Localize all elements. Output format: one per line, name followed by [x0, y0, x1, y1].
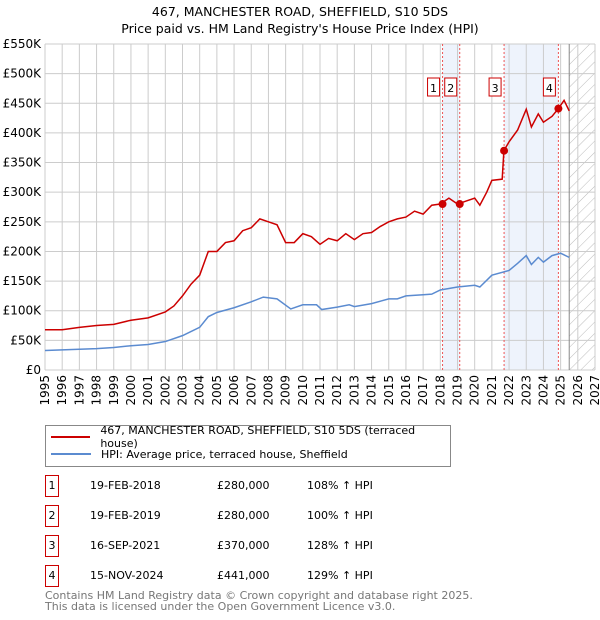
chart-subtitle: Price paid vs. HM Land Registry's House …: [121, 21, 479, 36]
x-tick-label: 2023: [519, 375, 533, 406]
forecast-hatch: [569, 44, 595, 370]
sale-label-number: 3: [492, 82, 499, 95]
y-tick-label: £400K: [3, 126, 43, 140]
sale-label-box: [444, 77, 458, 97]
sale-price: £441,000: [217, 569, 270, 582]
x-tick-label: 2004: [193, 375, 207, 406]
x-tick-label: 2026: [571, 375, 585, 406]
x-tick-label: 2005: [210, 375, 224, 406]
sale-row: 2 19-FEB-2019 £280,000 100% ↑ HPI: [45, 505, 545, 527]
x-tick-label: 2021: [485, 375, 499, 406]
sale-point: [554, 104, 563, 113]
legend-swatch-hpi: [51, 453, 91, 455]
x-tick-label: 2000: [124, 375, 138, 406]
x-tick-label: 2007: [244, 375, 258, 406]
x-tick-label: 2024: [536, 375, 550, 406]
sale-number: 4: [45, 565, 59, 587]
x-tick-label: 1996: [55, 375, 69, 406]
legend: 467, MANCHESTER ROAD, SHEFFIELD, S10 5DS…: [45, 424, 451, 467]
sale-hpi-change: 128% ↑ HPI: [307, 539, 373, 552]
x-tick-label: 2002: [158, 375, 172, 406]
chart-title: 467, MANCHESTER ROAD, SHEFFIELD, S10 5DS: [151, 4, 449, 19]
x-tick-label: 2010: [296, 375, 310, 406]
x-tick-label: 1999: [107, 375, 121, 406]
sale-hpi-change: 108% ↑ HPI: [307, 479, 373, 492]
y-tick-label: £0: [26, 363, 41, 377]
footer: Contains HM Land Registry data © Crown c…: [45, 590, 473, 612]
sale-row: 1 19-FEB-2018 £280,000 108% ↑ HPI: [45, 475, 545, 497]
x-tick-label: 2001: [141, 375, 155, 406]
x-tick-label: 2017: [416, 375, 430, 406]
legend-label-property: 467, MANCHESTER ROAD, SHEFFIELD, S10 5DS…: [100, 424, 416, 450]
sale-point: [500, 146, 509, 155]
sale-label-box: [488, 77, 502, 97]
y-tick-label: £300K: [3, 185, 43, 199]
sale-hpi-change: 129% ↑ HPI: [307, 569, 373, 582]
sale-label-number: 1: [430, 82, 437, 95]
x-tick-label: 2019: [451, 375, 465, 406]
sale-price: £280,000: [217, 479, 270, 492]
x-tick-label: 2012: [330, 375, 344, 406]
y-tick-label: £500K: [3, 67, 43, 81]
x-tick-label: 2025: [554, 375, 568, 406]
series-line: [44, 252, 570, 352]
y-tick-label: £100K: [3, 304, 43, 318]
sale-date: 19-FEB-2019: [90, 509, 161, 522]
x-tick-label: 2022: [502, 375, 516, 406]
sale-label-box: [427, 77, 441, 97]
legend-label-hpi: HPI: Average price, terraced house, Shef…: [101, 447, 348, 461]
sale-period-shade: [504, 44, 559, 370]
legend-swatch-property: [51, 436, 91, 438]
y-tick-label: £50K: [10, 333, 42, 347]
x-tick-label: 1997: [72, 375, 86, 406]
y-tick-label: £150K: [3, 274, 43, 288]
x-tick-label: 2006: [227, 375, 241, 406]
sale-number: 1: [45, 475, 59, 497]
sale-row: 4 15-NOV-2024 £441,000 129% ↑ HPI: [45, 565, 545, 587]
x-tick-label: 1995: [38, 375, 52, 406]
footer-licence: This data is licensed under the Open Gov…: [45, 600, 396, 613]
x-tick-label: 2008: [261, 375, 275, 406]
y-tick-label: £450K: [3, 96, 43, 110]
sale-date: 19-FEB-2018: [90, 479, 161, 492]
x-tick-label: 2020: [468, 375, 482, 406]
sale-point: [455, 200, 464, 209]
y-tick-label: £350K: [3, 156, 43, 170]
sale-row: 3 16-SEP-2021 £370,000 128% ↑ HPI: [45, 535, 545, 557]
x-tick-label: 2018: [433, 375, 447, 406]
x-tick-label: 2003: [176, 375, 190, 406]
sale-point: [438, 200, 447, 209]
y-tick-label: £250K: [3, 215, 43, 229]
x-tick-label: 2027: [588, 375, 600, 406]
x-tick-label: 1998: [90, 375, 104, 406]
y-tick-label: £200K: [3, 244, 43, 258]
x-tick-label: 2015: [382, 375, 396, 406]
sale-hpi-change: 100% ↑ HPI: [307, 509, 373, 522]
x-tick-label: 2014: [365, 375, 379, 406]
sale-price: £370,000: [217, 539, 270, 552]
sale-date: 15-NOV-2024: [90, 569, 164, 582]
x-tick-label: 2016: [399, 375, 413, 406]
series-line: [45, 98, 570, 331]
sale-price: £280,000: [217, 509, 270, 522]
price-chart: 1995 1996 1997 1998 1999 2000 2001 2002 2003 2004…: [3, 37, 600, 406]
sale-label-number: 2: [447, 82, 454, 95]
x-tick-label: 2011: [313, 375, 327, 406]
sale-number: 2: [45, 505, 59, 527]
footer-copyright: Contains HM Land Registry data © Crown c…: [45, 589, 473, 602]
x-tick-label: 2009: [279, 375, 293, 406]
y-tick-label: £550K: [3, 37, 43, 51]
sale-label-number: 4: [546, 82, 553, 95]
sale-date: 16-SEP-2021: [90, 539, 161, 552]
sale-label-box: [542, 77, 556, 97]
x-tick-label: 2013: [347, 375, 361, 406]
sale-number: 3: [45, 535, 59, 557]
